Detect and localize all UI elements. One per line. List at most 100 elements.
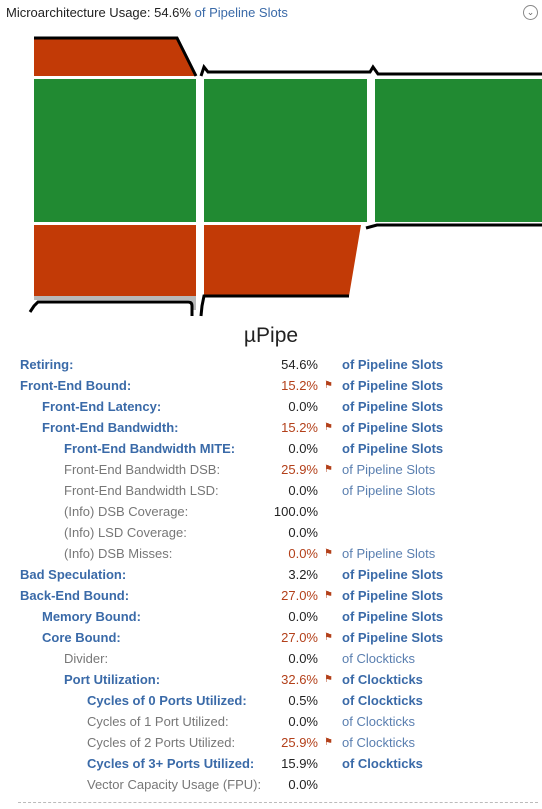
pipe-outline-bottom-left <box>28 300 194 316</box>
metric-value: 0.0% <box>288 525 318 540</box>
pipe-outline-top-mid <box>199 63 542 77</box>
metric-unit[interactable]: of Pipeline Slots <box>342 462 436 477</box>
metric-unit[interactable]: of Pipeline Slots <box>342 378 444 393</box>
metric-unit[interactable]: of Clockticks <box>342 735 415 750</box>
warning-flag-icon: ⚑ <box>324 380 333 391</box>
warning-flag-icon: ⚑ <box>324 422 333 433</box>
metric-value: 0.0% <box>288 399 318 414</box>
metric-unit[interactable]: of Pipeline Slots <box>342 567 444 582</box>
metric-unit[interactable]: of Clockticks <box>342 672 423 687</box>
metric-unit[interactable]: of Pipeline Slots <box>342 609 444 624</box>
chevron-down-icon[interactable]: ⌄ <box>523 5 538 20</box>
metric-value: 25.9% <box>281 735 318 750</box>
metric-label: Cycles of 2 Ports Utilized: <box>87 735 236 750</box>
metric-value: 54.6% <box>281 357 318 372</box>
metric-row: Bad Speculation: 3.2% of Pipeline Slots <box>0 564 542 585</box>
retiring-band-mid <box>204 79 367 222</box>
metric-unit[interactable]: of Pipeline Slots <box>342 399 444 414</box>
metric-row: Retiring: 54.6% of Pipeline Slots <box>0 354 542 375</box>
metric-label[interactable]: Front-End Bandwidth MITE: <box>64 441 236 456</box>
metric-label[interactable]: Bad Speculation: <box>20 567 127 582</box>
metric-row: Cycles of 1 Port Utilized: 0.0% of Clockti… <box>0 711 542 732</box>
metric-value: 0.5% <box>288 693 318 708</box>
pipe-outline-bottom-mid <box>365 223 542 230</box>
metric-row: Core Bound: 27.0% ⚑ of Pipeline Slots <box>0 627 542 648</box>
metric-unit[interactable]: of Pipeline Slots <box>342 588 444 603</box>
metric-row: Vector Capacity Usage (FPU): 0.0% <box>0 774 542 795</box>
metric-label: Vector Capacity Usage (FPU): <box>87 777 262 792</box>
metric-value: 27.0% <box>281 588 318 603</box>
backend-bound-band-left <box>34 225 196 296</box>
metric-unit[interactable]: of Pipeline Slots <box>342 483 436 498</box>
metric-label[interactable]: Retiring: <box>20 357 74 372</box>
metric-unit[interactable]: of Pipeline Slots <box>342 441 444 456</box>
metric-label: Cycles of 1 Port Utilized: <box>87 714 229 729</box>
metric-label: (Info) DSB Misses: <box>64 546 173 561</box>
metric-value: 3.2% <box>288 567 318 582</box>
metric-row: Front-End Bandwidth MITE: 0.0% of Pipeline… <box>0 438 542 459</box>
metric-unit[interactable]: of Clockticks <box>342 693 423 708</box>
metric-row: Cycles of 2 Ports Utilized: 25.9% ⚑ of Cloc… <box>0 732 542 753</box>
metric-value: 15.2% <box>281 378 318 393</box>
metric-label[interactable]: Cycles of 0 Ports Utilized: <box>87 693 247 708</box>
metric-label: Front-End Bandwidth LSD: <box>64 483 219 498</box>
pipe-outline-bottom-right <box>199 294 349 317</box>
metric-row: Divider: 0.0% of Clockticks <box>0 648 542 669</box>
metric-row: Port Utilization: 32.6% ⚑ of Clockticks <box>0 669 542 690</box>
metric-unit[interactable]: of Clockticks <box>342 756 423 771</box>
metric-label: Divider: <box>64 651 109 666</box>
metric-value: 15.9% <box>281 756 318 771</box>
section-header[interactable]: Microarchitecture Usage: 54.6% of Pipeli… <box>6 5 288 20</box>
metric-value: 15.2% <box>281 420 318 435</box>
metric-value: 0.0% <box>288 609 318 624</box>
metric-value: 0.0% <box>288 651 318 666</box>
metric-label[interactable]: Cycles of 3+ Ports Utilized: <box>87 756 255 771</box>
metric-label: Front-End Bandwidth DSB: <box>64 462 221 477</box>
metric-label: (Info) LSD Coverage: <box>64 525 187 540</box>
metric-unit[interactable]: of Pipeline Slots <box>342 630 444 645</box>
metric-row: Front-End Bound: 15.2% ⚑ of Pipeline Slots <box>0 375 542 396</box>
metric-value: 32.6% <box>281 672 318 687</box>
header-prefix: Microarchitecture Usage: 54.6% <box>6 5 191 20</box>
metric-label[interactable]: Front-End Latency: <box>42 399 162 414</box>
warning-flag-icon: ⚑ <box>324 464 333 475</box>
metric-value: 0.0% <box>288 546 318 561</box>
metric-row: Front-End Bandwidth DSB: 25.9% ⚑ of Pipelin… <box>0 459 542 480</box>
metric-label[interactable]: Front-End Bandwidth: <box>42 420 179 435</box>
metric-value: 0.0% <box>288 777 318 792</box>
retiring-band-right <box>375 79 542 222</box>
backend-bound-band-mid <box>204 225 361 296</box>
metric-label[interactable]: Memory Bound: <box>42 609 141 624</box>
metric-value: 27.0% <box>281 630 318 645</box>
retiring-band-left <box>34 79 196 222</box>
warning-flag-icon: ⚑ <box>324 737 333 748</box>
metric-label[interactable]: Front-End Bound: <box>20 378 132 393</box>
metric-value: 0.0% <box>288 441 318 456</box>
warning-flag-icon: ⚑ <box>324 548 333 559</box>
metric-unit[interactable]: of Pipeline Slots <box>342 546 436 561</box>
metric-row: Front-End Bandwidth: 15.2% ⚑ of Pipeline Sl… <box>0 417 542 438</box>
metric-unit[interactable]: of Clockticks <box>342 714 415 729</box>
metric-unit[interactable]: of Pipeline Slots <box>342 420 444 435</box>
metric-row: Memory Bound: 0.0% of Pipeline Slots <box>0 606 542 627</box>
metric-label[interactable]: Back-End Bound: <box>20 588 130 603</box>
metric-row: Cycles of 0 Ports Utilized: 0.5% of Clockt… <box>0 690 542 711</box>
metric-value: 25.9% <box>281 462 318 477</box>
metric-row: Front-End Bandwidth LSD: 0.0% of Pipeline … <box>0 480 542 501</box>
bad-speculation-band <box>34 296 196 310</box>
metric-label[interactable]: Core Bound: <box>42 630 121 645</box>
page-title: µPipe <box>243 324 299 347</box>
header-unit-link[interactable]: of Pipeline Slots <box>194 5 288 20</box>
warning-flag-icon: ⚑ <box>324 590 333 601</box>
divider <box>18 802 538 803</box>
metric-unit[interactable]: of Pipeline Slots <box>342 357 444 372</box>
metric-unit[interactable]: of Clockticks <box>342 651 415 666</box>
metric-row: Cycles of 3+ Ports Utilized: 15.9% of Cloc… <box>0 753 542 774</box>
metric-row: (Info) LSD Coverage: 0.0% <box>0 522 542 543</box>
metric-label[interactable]: Port Utilization: <box>64 672 161 687</box>
metric-row: Front-End Latency: 0.0% of Pipeline Slots <box>0 396 542 417</box>
metric-value: 0.0% <box>288 483 318 498</box>
metric-row: Back-End Bound: 27.0% ⚑ of Pipeline Slots <box>0 585 542 606</box>
pipe-outline-top-left <box>34 36 198 77</box>
metric-value: 0.0% <box>288 714 318 729</box>
